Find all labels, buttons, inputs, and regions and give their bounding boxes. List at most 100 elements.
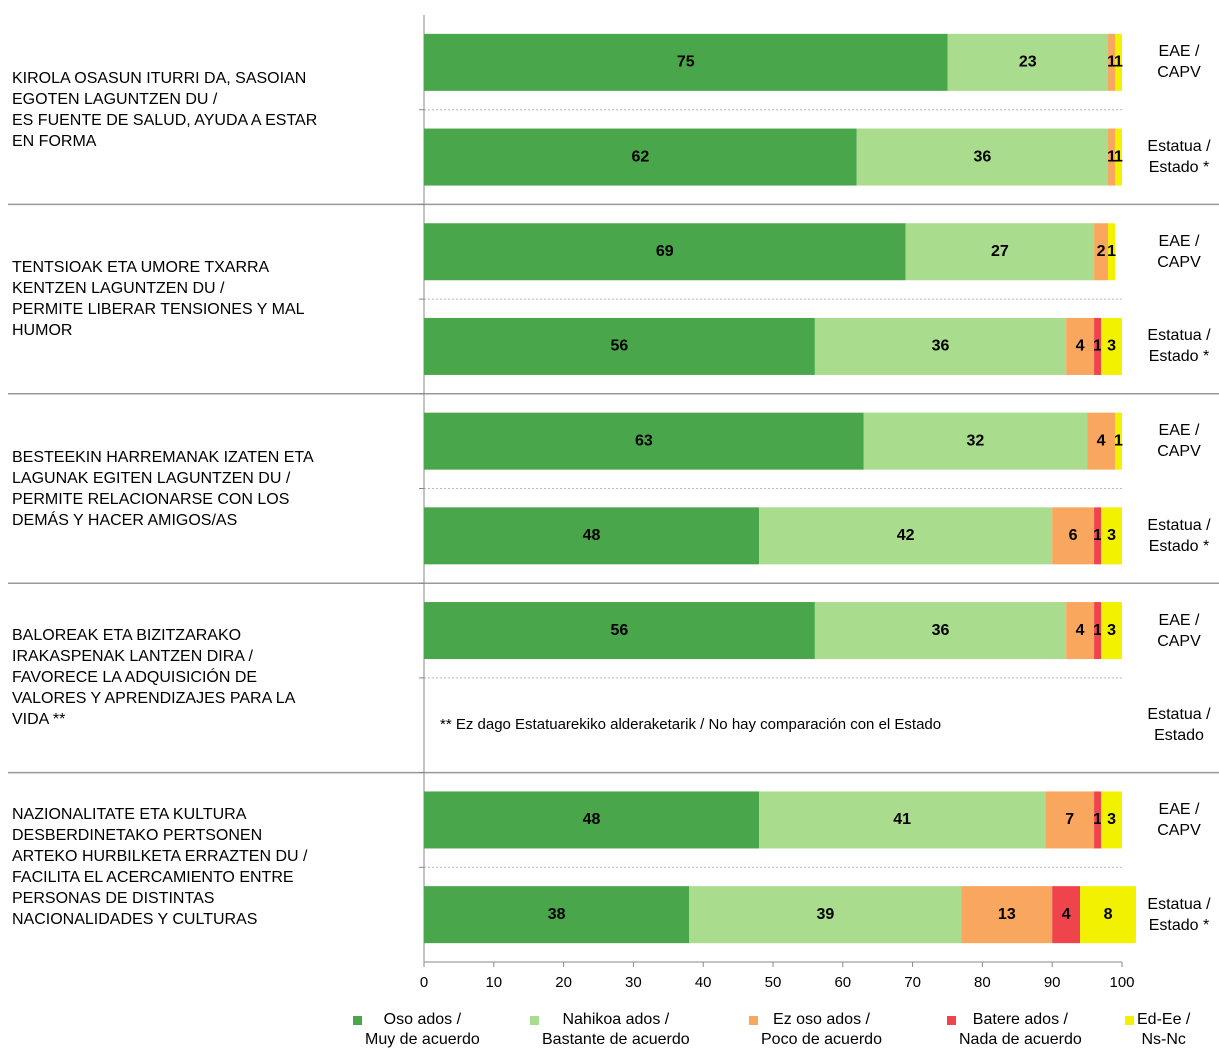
bar-segment [424, 507, 760, 565]
annotation: ** Ez dago Estatuarekiko alderaketarik /… [440, 716, 941, 733]
x-tick-label: 40 [695, 974, 712, 991]
row-label: EAE / CAPV [1157, 611, 1201, 650]
bar-segment [1094, 602, 1102, 660]
data-label: 36 [932, 622, 950, 639]
legend-swatch [530, 1016, 539, 1025]
bar-segment [689, 886, 962, 944]
data-label: 1 [1107, 148, 1116, 165]
row-label: Estatua / Estado * [1147, 327, 1211, 366]
bar-segment [1080, 886, 1136, 944]
data-label: 42 [897, 527, 915, 544]
x-tick-label: 20 [555, 974, 572, 991]
data-label: 4 [1097, 432, 1106, 449]
data-label: 32 [967, 432, 985, 449]
legend-swatch [353, 1016, 362, 1025]
data-label: 63 [635, 432, 653, 449]
bar-segment [1045, 791, 1095, 849]
data-label: 1 [1107, 243, 1116, 260]
bar-segment [1101, 317, 1122, 375]
bar-segment [424, 412, 864, 470]
group-label: BESTEEKIN HARREMANAK IZATEN ETA LAGUNAK … [12, 448, 314, 529]
row-label: EAE / CAPV [1157, 232, 1201, 271]
row-label: EAE / CAPV [1157, 422, 1201, 461]
data-label: 1 [1114, 432, 1123, 449]
bar-segment [424, 791, 760, 849]
legend-swatch [947, 1016, 956, 1025]
x-tick-label: 80 [974, 974, 991, 991]
bar-segment [1115, 128, 1122, 186]
data-label: 1 [1114, 54, 1123, 71]
bar-segment [1094, 791, 1102, 849]
data-label: 75 [677, 54, 695, 71]
bar-segment [424, 128, 857, 186]
data-label: 6 [1069, 527, 1078, 544]
bar-segment [1052, 507, 1095, 565]
bar-segment [424, 317, 815, 375]
bar-segment [814, 602, 1067, 660]
legend-swatch [1125, 1016, 1134, 1025]
data-label: 13 [998, 906, 1016, 923]
data-label: 56 [611, 338, 629, 355]
x-tick-label: 70 [904, 974, 921, 991]
bar-segment [1108, 128, 1116, 186]
x-tick-label: 90 [1044, 974, 1061, 991]
data-label: 4 [1076, 622, 1085, 639]
group-label: TENTSIOAK ETA UMORE TXARRA KENTZEN LAGUN… [12, 259, 305, 340]
data-label: 48 [583, 527, 601, 544]
bar-segment [1101, 791, 1122, 849]
data-label: 39 [816, 906, 834, 923]
bar-segment [424, 602, 815, 660]
bar-segment [856, 128, 1109, 186]
data-label: 1 [1107, 54, 1116, 71]
bar-segment [424, 223, 906, 281]
data-label: 1 [1093, 622, 1102, 639]
legend-label: Nahikoa ados / Bastante de acuerdo [542, 1011, 690, 1048]
data-label: 36 [974, 148, 992, 165]
x-tick-label: 60 [834, 974, 851, 991]
bar-segment [424, 886, 690, 944]
legend-swatch [749, 1016, 758, 1025]
x-tick-label: 0 [420, 974, 428, 991]
data-label: 48 [583, 811, 601, 828]
data-label: 2 [1097, 243, 1106, 260]
row-label: Estatua / Estado * [1147, 138, 1211, 177]
data-label: 69 [656, 243, 674, 260]
bar-segment [759, 507, 1053, 565]
data-label: 56 [611, 622, 629, 639]
bar-segment [814, 317, 1067, 375]
data-label: 7 [1065, 811, 1074, 828]
bar-segment [1115, 33, 1122, 91]
bar-segment [759, 791, 1046, 849]
data-label: 3 [1107, 622, 1116, 639]
data-label: 62 [631, 148, 649, 165]
bar-segment [1115, 412, 1122, 470]
bar-segment [1101, 507, 1122, 565]
x-tick-label: 50 [765, 974, 782, 991]
group-label: BALOREAK ETA BIZITZARAKO IRAKASPENAK LAN… [12, 627, 296, 729]
bar-segment [424, 33, 948, 91]
row-label: Estatua / Estado * [1147, 895, 1211, 934]
row-label: Estatua / Estado * [1147, 516, 1211, 555]
legend-label: Batere ados / Nada de acuerdo [959, 1011, 1082, 1048]
legend-label: Ed-Ee / Ns-Nc [1137, 1011, 1191, 1048]
row-label: EAE / CAPV [1157, 800, 1201, 839]
bar-segment [1087, 412, 1116, 470]
data-label: 1 [1114, 148, 1123, 165]
data-label: 1 [1093, 338, 1102, 355]
data-label: 38 [548, 906, 566, 923]
bar-segment [1066, 317, 1095, 375]
data-label: 36 [932, 338, 950, 355]
group-label: NAZIONALITATE ETA KULTURA DESBERDINETAKO… [12, 806, 308, 929]
bar-segment [947, 33, 1109, 91]
bar-segment [1101, 602, 1122, 660]
data-label: 4 [1076, 338, 1085, 355]
x-tick-label: 100 [1109, 974, 1134, 991]
bar-segment [863, 412, 1088, 470]
data-label: 27 [991, 243, 1009, 260]
bar-segment [1094, 223, 1109, 281]
bar-segment [905, 223, 1095, 281]
group-label: KIROLA OSASUN ITURRI DA, SASOIAN EGOTEN … [12, 69, 318, 150]
legend-label: Ez oso ados / Poco de acuerdo [761, 1011, 882, 1048]
